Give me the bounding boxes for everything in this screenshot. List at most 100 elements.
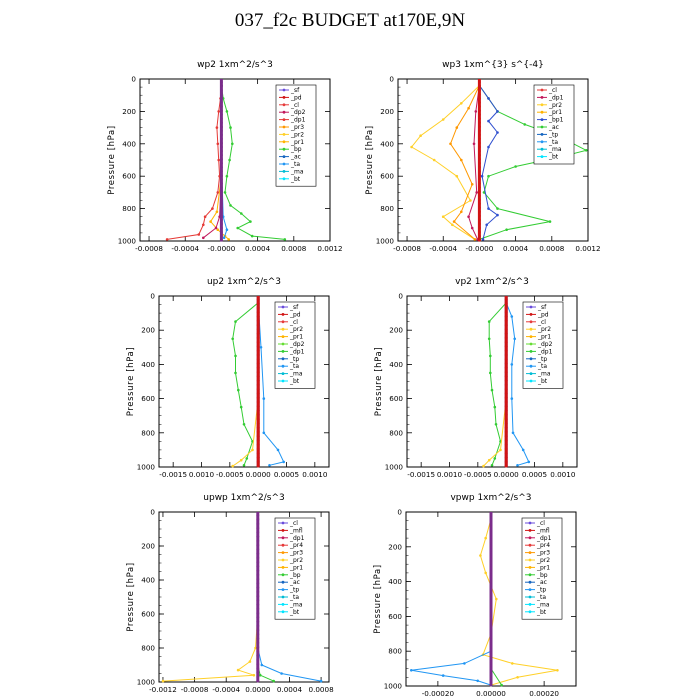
series-point <box>256 535 260 538</box>
legend-marker <box>282 118 286 121</box>
y-axis-label: Pressure [hPa] <box>126 562 136 631</box>
series-point <box>478 88 481 92</box>
series-point <box>511 662 514 665</box>
x-tick-label: -0.0008 <box>393 244 421 253</box>
series-point <box>272 679 276 683</box>
series-point <box>256 543 260 547</box>
series-point <box>469 199 472 202</box>
legend-marker <box>282 103 286 107</box>
series-point <box>478 157 481 161</box>
series-point <box>504 345 508 348</box>
series-point <box>215 126 219 129</box>
legend-marker <box>281 529 285 532</box>
legend-marker <box>281 566 285 569</box>
x-tick-label: 0.0012 <box>317 244 342 253</box>
series-point <box>236 226 239 230</box>
legend-label: _tp <box>537 356 547 363</box>
legend-marker <box>282 162 286 166</box>
series-point <box>478 194 481 198</box>
series-point <box>220 174 223 177</box>
series-point <box>495 597 498 601</box>
series-point <box>220 97 223 100</box>
series-point <box>256 413 260 417</box>
legend-marker <box>529 327 533 331</box>
series-point <box>504 362 508 365</box>
x-tick-label: -0.0004 <box>212 685 240 694</box>
series-point <box>504 315 508 318</box>
x-tick-label: 0.0008 <box>309 685 335 694</box>
legend-label: _dp1 <box>536 535 552 542</box>
legend-label: _pd <box>290 94 302 101</box>
series-point <box>256 679 260 683</box>
series-point <box>256 349 260 353</box>
legend-marker <box>282 155 286 159</box>
series-point <box>489 583 493 587</box>
series-point <box>499 448 502 452</box>
series-point <box>217 158 220 162</box>
series-point <box>256 526 260 530</box>
series-point <box>504 426 508 430</box>
series-point <box>268 464 271 467</box>
series-point <box>256 620 260 623</box>
legend-marker <box>528 536 532 540</box>
legend-box <box>521 517 563 620</box>
series-point <box>165 238 169 241</box>
legend-marker <box>528 543 532 547</box>
legend-box <box>274 517 316 620</box>
y-tick-label: 400 <box>380 139 394 148</box>
series-point <box>256 400 260 404</box>
legend-marker <box>281 313 285 316</box>
series-point <box>228 158 231 162</box>
series-point <box>449 142 452 146</box>
legend-label: _pr1 <box>537 334 551 341</box>
x-tick-label: 0.0004 <box>503 244 529 253</box>
legend-marker <box>282 140 286 144</box>
legend-marker <box>529 372 533 375</box>
series-point <box>487 337 491 341</box>
series-point <box>220 178 223 181</box>
legend-label: _pr2 <box>290 131 304 138</box>
series-point <box>256 565 260 568</box>
legend-marker <box>540 96 544 99</box>
series-point <box>478 210 481 214</box>
series-point <box>220 80 223 84</box>
legend-label: _ta <box>290 161 300 168</box>
series-point <box>451 223 454 227</box>
x-tick-label: 0.0005 <box>522 470 547 479</box>
series-point <box>504 310 508 314</box>
series-point <box>489 592 493 596</box>
series-point <box>256 518 260 521</box>
series-point <box>504 383 508 387</box>
legend-label: _ac <box>290 154 301 161</box>
legend-marker <box>528 566 532 569</box>
series-point <box>256 650 260 653</box>
legend-label: _mfl <box>536 527 550 534</box>
series-point <box>513 337 516 341</box>
page-title: 037_f2c BUDGET at170E,9N <box>234 10 466 31</box>
series-point <box>504 447 508 451</box>
series-point <box>220 129 223 133</box>
series-line-0 <box>232 302 259 466</box>
series-point <box>504 434 508 438</box>
y-tick-label: 1000 <box>384 682 403 691</box>
series-point <box>489 631 493 635</box>
series-point <box>487 97 490 100</box>
series-point <box>455 174 459 178</box>
series-point <box>220 230 223 234</box>
y-tick-label: 200 <box>122 107 136 116</box>
series-point <box>494 423 498 426</box>
legend-marker <box>540 140 544 144</box>
x-tick-label: -0.0008 <box>135 244 163 253</box>
series-point <box>478 93 481 96</box>
series-point <box>256 362 260 365</box>
series-point <box>504 323 508 327</box>
chart-title: vpwp 1xm^2/s^3 <box>450 493 531 503</box>
series-point <box>256 531 260 534</box>
x-tick-label: 0.00000 <box>476 689 506 698</box>
y-tick-label: 400 <box>389 360 403 369</box>
series-point <box>256 569 260 572</box>
series-point <box>259 346 263 349</box>
series-point <box>262 431 266 435</box>
series-point <box>256 624 260 628</box>
x-tick-label: -0.0000 <box>466 244 494 253</box>
